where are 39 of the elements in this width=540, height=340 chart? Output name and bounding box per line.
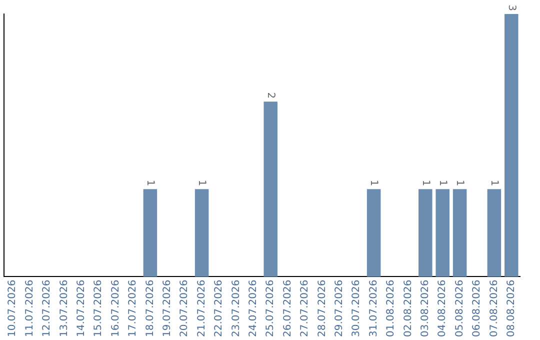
x-tick-label: 14.07.2026: [76, 280, 87, 338]
data-label: 2: [265, 92, 276, 99]
data-label: 1: [454, 180, 466, 186]
x-tick-label: 08.08.2026: [506, 280, 517, 338]
x-tick-label: 19.07.2026: [162, 280, 173, 338]
x-tick-label: 06.08.2026: [472, 280, 483, 338]
data-label: 1: [437, 180, 448, 186]
x-tick-label: 21.07.2026: [196, 280, 208, 338]
x-tick-label: 12.07.2026: [42, 280, 53, 338]
x-tick-label: 18.07.2026: [144, 280, 156, 338]
x-tick-label: 23.07.2026: [230, 280, 242, 338]
x-tick-label: 17.07.2026: [128, 280, 139, 338]
x-tick-label: 01.08.2026: [386, 280, 397, 338]
data-label: 1: [196, 180, 208, 186]
x-tick-label: 26.07.2026: [282, 280, 294, 338]
data-label: 1: [144, 180, 156, 186]
x-tick-label: 27.07.2026: [300, 280, 311, 338]
x-tick-label: 24.07.2026: [248, 280, 259, 338]
x-tick-label: 22.07.2026: [214, 280, 225, 338]
data-label: 3: [506, 4, 517, 11]
data-label: 1: [368, 180, 380, 186]
x-tick-label: 16.07.2026: [110, 280, 122, 338]
x-tick-label: 04.08.2026: [437, 280, 448, 338]
x-tick-label: 20.07.2026: [179, 280, 190, 338]
x-tick-label: 29.07.2026: [334, 280, 345, 338]
x-tick-label: 11.07.2026: [24, 280, 36, 338]
x-tick-label: 31.07.2026: [368, 280, 380, 338]
x-tick-label: 10.07.2026: [7, 280, 18, 338]
x-tick-label: 07.08.2026: [488, 280, 500, 338]
x-tick-label: 03.08.2026: [420, 280, 431, 338]
data-label: 1: [420, 180, 431, 186]
x-tick-label: 28.07.2026: [316, 280, 328, 338]
x-tick-label: 05.08.2026: [454, 280, 466, 338]
x-tick-label: 25.07.2026: [265, 280, 276, 338]
x-tick-label: 13.07.2026: [58, 280, 70, 338]
data-label: 1: [488, 180, 500, 186]
x-tick-label: 02.08.2026: [402, 280, 414, 338]
x-tick-label: 15.07.2026: [93, 280, 104, 338]
x-tick-label: 30.07.2026: [351, 280, 362, 338]
